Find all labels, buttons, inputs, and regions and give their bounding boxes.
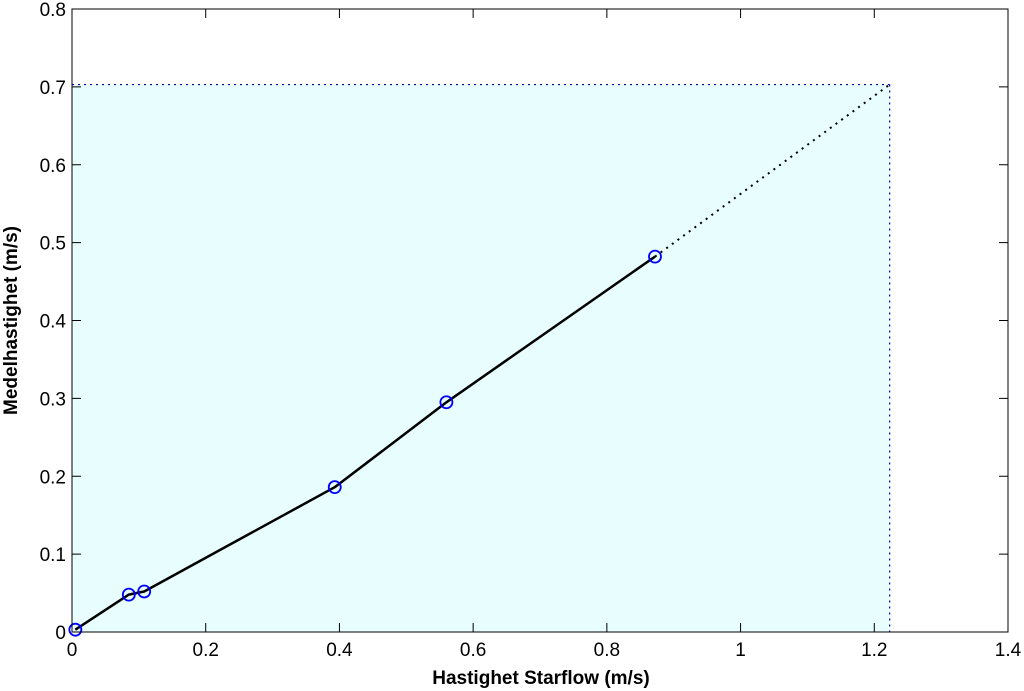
data-point-marker bbox=[327, 480, 342, 495]
data-point-marker bbox=[439, 395, 454, 410]
y-tick-labels: 0 0.1 0.2 0.3 0.4 0.5 0.6 0.7 0.8 bbox=[40, 0, 67, 644]
series-layer bbox=[74, 83, 891, 631]
shaded-region-layer bbox=[72, 84, 890, 632]
y-tick-label: 0.1 bbox=[40, 545, 66, 566]
y-tick-label: 0.5 bbox=[40, 234, 66, 255]
y-tick-label: 0.4 bbox=[40, 312, 67, 333]
x-tick-labels: 0 0.2 0.4 0.6 0.8 1 1.2 1.4 bbox=[67, 640, 1022, 661]
data-point-marker bbox=[137, 584, 152, 599]
x-tick-label: 0.6 bbox=[460, 640, 486, 661]
x-tick-label: 0.4 bbox=[326, 640, 353, 661]
reference-lines-layer bbox=[72, 83, 891, 632]
y-tick-label: 0 bbox=[55, 623, 66, 644]
shaded-region bbox=[72, 84, 890, 632]
y-tick-label: 0.8 bbox=[40, 0, 66, 21]
y-tick-label: 0.7 bbox=[40, 78, 66, 99]
x-axis-title: Hastighet Starflow (m/s) bbox=[432, 668, 649, 689]
x-tick-label: 0 bbox=[67, 640, 78, 661]
markers-layer bbox=[68, 249, 662, 637]
y-tick-label: 0.2 bbox=[40, 467, 66, 488]
data-point-marker bbox=[648, 249, 662, 264]
ticks-layer bbox=[71, 8, 1009, 633]
data-point-marker bbox=[68, 622, 83, 637]
x-tick-label: 1.2 bbox=[861, 640, 887, 661]
y-axis-title: Medelhastighet (m/s) bbox=[1, 226, 22, 415]
y-tick-label: 0.6 bbox=[40, 156, 66, 177]
series-line bbox=[74, 255, 656, 631]
data-point-marker bbox=[121, 587, 136, 602]
x-tick-label: 1 bbox=[735, 640, 746, 661]
y-tick-label: 0.3 bbox=[40, 389, 66, 410]
x-tick-label: 0.8 bbox=[594, 640, 620, 661]
x-tick-label: 1.4 bbox=[995, 640, 1022, 661]
x-tick-label: 0.2 bbox=[193, 640, 219, 661]
